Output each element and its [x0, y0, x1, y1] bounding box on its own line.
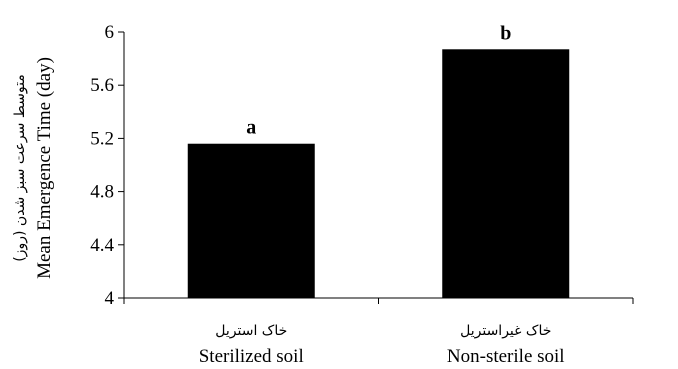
- x-tick-label-persian: خاک استریل: [215, 323, 287, 339]
- y-axis-title: Mean Emergence Time (day): [34, 57, 55, 279]
- bar-1: [187, 143, 315, 298]
- x-tick-label-persian: خاک غیراستریل: [460, 323, 551, 339]
- x-tick-label: Non-sterile soil: [447, 346, 565, 367]
- bar-significance-label: b: [500, 22, 511, 44]
- y-tick-label: 5.2: [90, 128, 114, 149]
- y-tick-label: 4: [105, 288, 115, 309]
- y-tick-label: 5.6: [90, 75, 114, 96]
- y-axis-title-group: متوسط سرعت سبز شدن (روز) Mean Emergence …: [12, 57, 55, 279]
- bar-significance-label: a: [246, 117, 256, 139]
- y-ticks: 4 4.4 4.8 5.2 5.6 6: [90, 22, 124, 309]
- y-tick-label: 4.4: [90, 235, 114, 256]
- y-tick-label: 4.8: [90, 182, 114, 203]
- bar-2: [442, 49, 570, 298]
- y-axis-title-persian: متوسط سرعت سبز شدن (روز): [12, 74, 28, 262]
- x-ticks: [123, 298, 634, 304]
- y-tick-label: 6: [105, 22, 115, 43]
- x-tick-label: Sterilized soil: [199, 346, 304, 367]
- x-tick-labels: خاک استریل Sterilized soil خاک غیراستریل No…: [199, 323, 565, 367]
- bars: [187, 49, 570, 298]
- data-labels: ab: [246, 22, 511, 138]
